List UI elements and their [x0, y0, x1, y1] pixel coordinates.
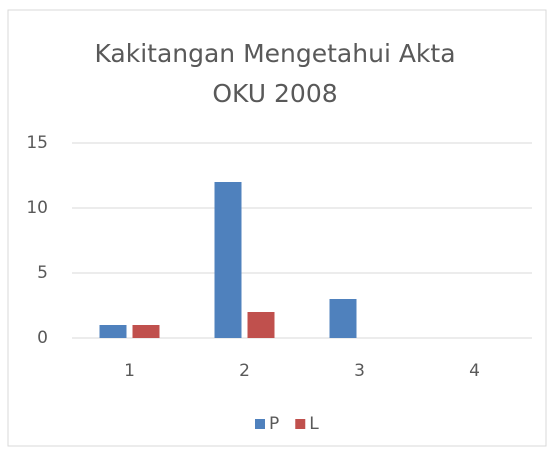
y-tick-label: 10	[26, 198, 48, 218]
x-tick-label: 2	[239, 361, 250, 381]
bar	[132, 325, 160, 338]
chart-title: Kakitangan Mengetahui Akta OKU 2008	[94, 39, 456, 108]
y-tick-label: 5	[37, 263, 48, 283]
x-tick-label: 4	[469, 361, 480, 381]
y-tick-label: 0	[37, 328, 48, 348]
chart-frame	[7, 9, 547, 447]
y-tick-label: 15	[26, 133, 48, 153]
bar	[214, 182, 242, 338]
x-tick-label: 3	[354, 361, 365, 381]
bar	[329, 299, 357, 338]
bar	[99, 325, 127, 338]
bar	[247, 312, 275, 338]
legend-swatch	[255, 419, 265, 429]
legend-label: P	[269, 414, 279, 434]
x-tick-label: 1	[124, 361, 135, 381]
legend-swatch	[295, 419, 306, 429]
legend-label: L	[309, 414, 319, 434]
